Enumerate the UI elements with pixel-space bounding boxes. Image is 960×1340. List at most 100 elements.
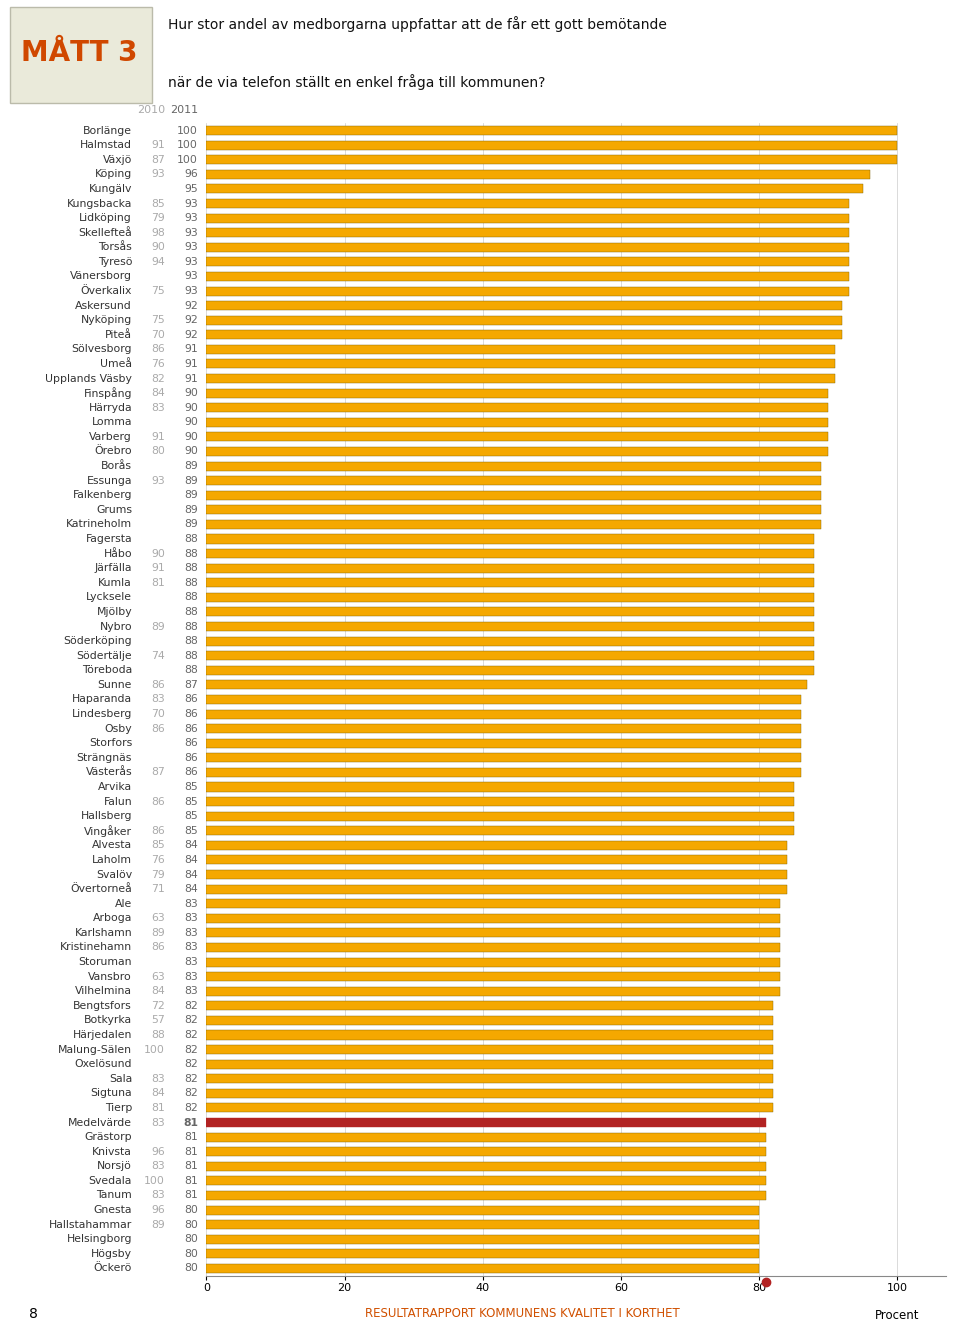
Text: 90: 90 [184,446,198,457]
Bar [206,126,898,135]
Bar [206,753,801,762]
Text: 82: 82 [184,1073,198,1084]
Text: 89: 89 [152,1219,165,1230]
Bar [206,448,828,456]
Text: Borlänge: Borlänge [84,126,132,135]
Bar [206,681,807,689]
Text: 84: 84 [184,870,198,879]
Bar [206,403,828,413]
Text: Torsås: Torsås [98,243,132,252]
Text: 91: 91 [152,141,165,150]
Bar [206,710,801,718]
Bar [206,330,842,339]
Text: 91: 91 [152,563,165,574]
Text: 93: 93 [184,243,198,252]
Text: 82: 82 [184,1059,198,1069]
Bar [206,1118,766,1127]
Text: 86: 86 [184,709,198,720]
Bar [206,272,849,281]
Bar [206,185,863,193]
Text: 76: 76 [152,359,165,368]
Text: 92: 92 [184,315,198,326]
Text: Nyköping: Nyköping [81,315,132,326]
Text: 90: 90 [184,431,198,442]
Text: Medelvärde: Medelvärde [68,1118,132,1127]
Text: Katrineholm: Katrineholm [66,520,132,529]
Bar [206,1234,759,1244]
Text: 93: 93 [184,228,198,237]
Bar [206,899,780,909]
Text: 85: 85 [184,825,198,836]
Bar [206,1016,773,1025]
Text: Örebro: Örebro [94,446,132,457]
Text: 92: 92 [184,330,198,340]
Bar [206,243,849,252]
Bar [206,972,780,981]
Text: 86: 86 [184,724,198,734]
Text: Härjedalen: Härjedalen [73,1030,132,1040]
Text: 80: 80 [184,1264,198,1273]
Text: Ale: Ale [115,899,132,909]
Text: Lindesberg: Lindesberg [72,709,132,720]
Bar [206,1191,766,1201]
Text: 80: 80 [184,1219,198,1230]
Text: 2011: 2011 [170,106,198,115]
Text: 89: 89 [184,461,198,472]
Bar [206,592,814,602]
Text: Vänersborg: Vänersborg [70,272,132,281]
Text: 86: 86 [152,344,165,354]
Bar [206,724,801,733]
Text: 74: 74 [152,651,165,661]
Text: Arboga: Arboga [93,914,132,923]
Text: Falkenberg: Falkenberg [73,490,132,500]
Text: 57: 57 [152,1016,165,1025]
Text: 100: 100 [178,126,198,135]
Text: 86: 86 [184,768,198,777]
Text: Norsjö: Norsjö [97,1162,132,1171]
Text: Järfälla: Järfälla [95,563,132,574]
Bar [206,520,821,529]
Text: Svalöv: Svalöv [96,870,132,879]
Text: 98: 98 [152,228,165,237]
Text: 93: 93 [184,272,198,281]
Bar [206,958,780,966]
Text: 80: 80 [152,446,165,457]
Text: Söderköping: Söderköping [63,636,132,646]
Text: 82: 82 [184,1103,198,1114]
Text: 100: 100 [178,154,198,165]
Text: Borås: Borås [101,461,132,472]
Text: 88: 88 [184,636,198,646]
Text: Essunga: Essunga [86,476,132,485]
Text: 88: 88 [184,607,198,616]
Text: 83: 83 [184,914,198,923]
Text: 86: 86 [152,679,165,690]
Text: Södertälje: Södertälje [77,651,132,661]
Bar [206,768,801,777]
Bar [206,141,898,150]
Text: 72: 72 [152,1001,165,1010]
Text: Karlshamn: Karlshamn [75,927,132,938]
Text: Tierp: Tierp [105,1103,132,1114]
Text: 85: 85 [152,840,165,851]
Text: 91: 91 [184,359,198,368]
Bar [206,476,821,485]
Text: 75: 75 [152,285,165,296]
Bar [206,738,801,748]
Text: Bengtsfors: Bengtsfors [73,1001,132,1010]
Text: Lycksele: Lycksele [86,592,132,603]
Text: 89: 89 [184,520,198,529]
Text: Botkyrka: Botkyrka [84,1016,132,1025]
Text: 100: 100 [178,141,198,150]
Text: Sölvesborg: Sölvesborg [72,344,132,354]
Bar [206,228,849,237]
Text: Grums: Grums [96,505,132,515]
Text: 88: 88 [184,592,198,603]
Text: Sigtuna: Sigtuna [90,1088,132,1099]
Text: när de via telefon ställt en enkel fråga till kommunen?: när de via telefon ställt en enkel fråga… [168,75,545,90]
Bar [206,797,794,807]
Text: Köping: Köping [95,169,132,180]
Text: Malung-Sälen: Malung-Sälen [59,1045,132,1055]
Bar [206,622,814,631]
Bar [206,287,849,296]
Text: 88: 88 [152,1030,165,1040]
